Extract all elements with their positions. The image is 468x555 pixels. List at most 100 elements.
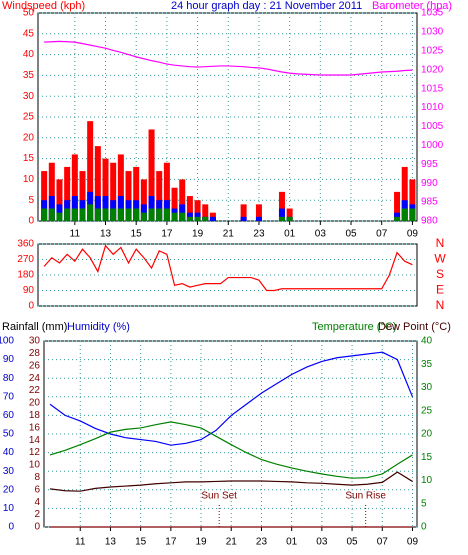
y-tick-label: 40 xyxy=(23,49,35,60)
series-line xyxy=(49,421,413,479)
x-tick-label: 23 xyxy=(256,537,268,548)
y-tick-label: 45 xyxy=(23,28,35,39)
x-tick-label: 17 xyxy=(165,537,177,548)
wind-bar xyxy=(79,171,86,221)
y-tick-label: 980 xyxy=(421,216,438,227)
y-tick-label: 35 xyxy=(421,359,433,370)
y-tick-label: N xyxy=(436,236,445,250)
wind-bar xyxy=(94,208,101,221)
wind-bar xyxy=(140,212,147,221)
y-tick-label: W xyxy=(434,252,446,266)
y-tick-label: 1020 xyxy=(421,64,444,75)
y-tick-label: 70 xyxy=(3,391,15,402)
wind-bar xyxy=(133,208,140,221)
wind-bar xyxy=(401,166,408,221)
y-tick-label: 24 xyxy=(29,373,41,384)
x-tick-label: 05 xyxy=(347,537,359,548)
wind-bar xyxy=(209,216,216,221)
wind-bar xyxy=(125,208,132,221)
wind-bar xyxy=(286,208,293,221)
y-tick-label: 15 xyxy=(421,452,433,463)
y-tick-label: 90 xyxy=(23,285,35,296)
wind-bar xyxy=(94,196,101,221)
wind-bar xyxy=(278,216,285,221)
wind-bar xyxy=(409,179,416,221)
y-tick-label: 16 xyxy=(29,422,41,433)
y-tick-label: 12 xyxy=(29,447,41,458)
wind-bar xyxy=(156,208,163,221)
y-tick-label: 10 xyxy=(421,475,433,486)
x-tick-label: 05 xyxy=(345,229,357,240)
x-tick-label: 11 xyxy=(75,537,86,548)
y-tick-label: 10 xyxy=(23,174,35,185)
x-tick-label: 19 xyxy=(195,537,207,548)
wind-bar xyxy=(409,208,416,221)
y-tick-label: 360 xyxy=(17,239,34,250)
y-tick-label: 30 xyxy=(3,466,15,477)
x-tick-label: 07 xyxy=(377,537,389,548)
wind-bar xyxy=(148,196,155,221)
wind-bar xyxy=(163,162,170,221)
dewpoint-label: Dew Point (°C) xyxy=(378,321,451,333)
x-tick-label: 07 xyxy=(376,229,388,240)
wind-bar xyxy=(64,208,71,221)
x-tick-label: 09 xyxy=(407,537,419,548)
wind-bar xyxy=(41,171,48,221)
wind-bar xyxy=(71,154,78,221)
wind-bar xyxy=(87,121,94,221)
wind-bar xyxy=(110,162,117,221)
wind-bar xyxy=(102,208,109,221)
wind-bar xyxy=(110,208,117,221)
x-tick-label: 01 xyxy=(286,537,298,548)
wind-bar xyxy=(394,216,401,221)
y-tick-label: 5 xyxy=(421,498,427,509)
wind-bar xyxy=(255,216,262,221)
y-tick-label: 30 xyxy=(23,91,35,102)
wind-bar xyxy=(255,204,262,221)
wind-bar xyxy=(71,208,78,221)
series-line xyxy=(49,471,413,492)
x-tick-label: 01 xyxy=(284,229,296,240)
y-tick-label: 100 xyxy=(0,336,14,347)
wind-bar xyxy=(186,196,193,221)
y-tick-label: 0 xyxy=(421,522,427,533)
wind-bar xyxy=(179,212,186,221)
wind-bar xyxy=(179,179,186,221)
y-tick-label: 1015 xyxy=(421,83,444,94)
y-tick-label: 270 xyxy=(17,254,34,265)
wind-bar xyxy=(194,200,201,221)
wind-bar xyxy=(102,196,109,221)
x-tick-label: 09 xyxy=(407,229,419,240)
y-tick-label: 10 xyxy=(29,460,41,471)
y-tick-label: 80 xyxy=(3,373,15,384)
wind-bar xyxy=(401,208,408,221)
wind-bar xyxy=(48,162,55,221)
wind-bar xyxy=(48,196,55,221)
x-tick-label: 21 xyxy=(226,537,238,548)
y-tick-label: 22 xyxy=(29,385,41,396)
wind-bar xyxy=(79,208,86,221)
y-tick-label: 26 xyxy=(29,360,41,371)
y-tick-label: 1005 xyxy=(421,121,444,132)
wind-bar xyxy=(202,204,209,221)
y-tick-label: 0 xyxy=(34,522,40,533)
wind-bar xyxy=(41,208,48,221)
x-tick-label: 03 xyxy=(315,229,327,240)
wind-bar xyxy=(171,187,178,221)
humidity-label: Humidity (%) xyxy=(67,321,130,333)
temperature-label: Temperature (°C) xyxy=(312,321,396,333)
wind-bar xyxy=(56,212,63,221)
barometer-label: Barometer (hpa) xyxy=(372,0,452,12)
y-tick-label: 180 xyxy=(17,270,34,281)
y-tick-label: 40 xyxy=(421,336,433,347)
wind-bar xyxy=(171,212,178,221)
annotation-label: Sun Rise xyxy=(345,491,386,502)
wind-bar xyxy=(148,129,155,221)
x-tick-label: 23 xyxy=(253,229,265,240)
wind-bar xyxy=(194,216,201,221)
wind-bar xyxy=(148,208,155,221)
series-line xyxy=(49,351,414,446)
wind-bar xyxy=(117,154,124,221)
y-tick-label: 990 xyxy=(421,178,438,189)
